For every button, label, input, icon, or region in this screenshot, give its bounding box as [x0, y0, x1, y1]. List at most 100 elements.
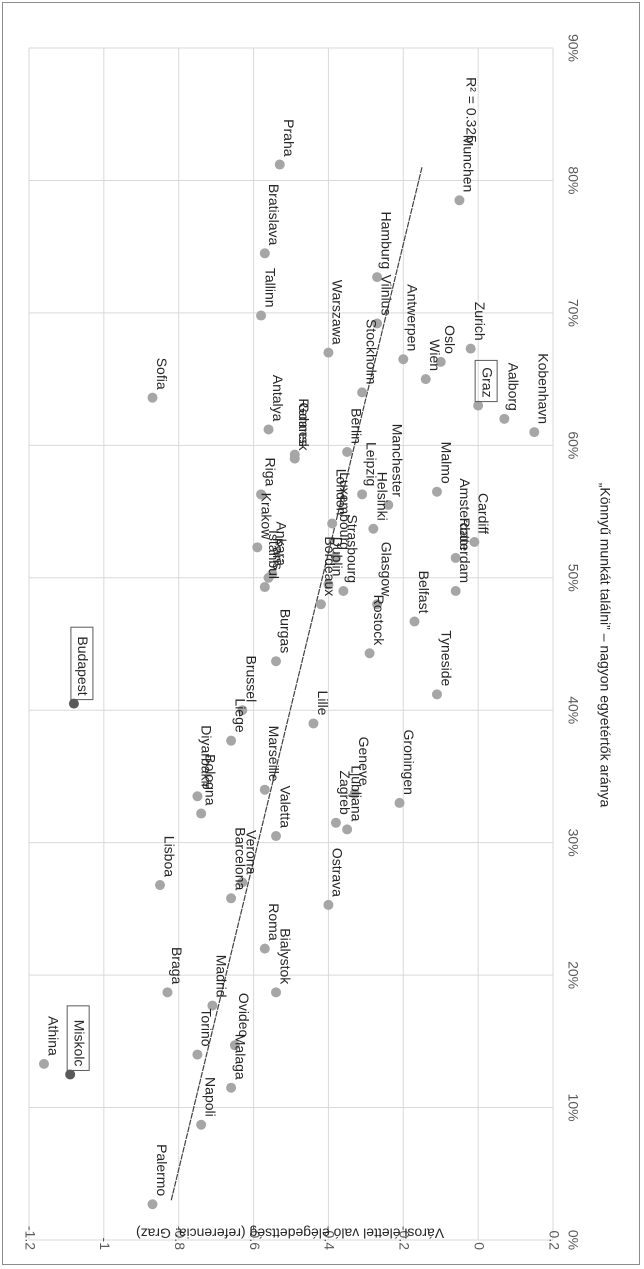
data-point-verona — [237, 877, 248, 888]
point-label-madrid: Madrid — [214, 955, 230, 998]
point-label-zurich: Zurich — [472, 302, 488, 341]
data-point-burgas — [271, 656, 282, 667]
point-label-brussel: Brussel — [244, 656, 260, 703]
data-point-dublin — [323, 579, 334, 590]
point-label-liege: Liege — [232, 698, 248, 732]
point-label-bratislava: Bratislava — [266, 184, 282, 246]
point-label-palermo: Palermo — [154, 1144, 170, 1196]
data-point-glasgow — [372, 599, 383, 610]
point-label-manchester: Manchester — [390, 424, 406, 497]
point-label-gdansk: Gdansk — [296, 402, 312, 451]
x-tick-label: 50% — [565, 564, 581, 592]
data-point-barcelona — [226, 893, 237, 904]
data-point-liege — [226, 735, 237, 746]
point-label-lille: Lille — [315, 691, 331, 716]
point-label-miskolc: Miskolc — [71, 1020, 87, 1067]
point-label-bologna: Bologna — [202, 754, 218, 806]
data-point-riga — [256, 489, 267, 500]
point-label-munchen: Munchen — [461, 135, 477, 193]
point-label-wien: Wien — [427, 339, 443, 371]
label-box — [70, 626, 94, 701]
point-label-riga: Riga — [262, 458, 278, 487]
x-axis-ticks: 0% 10% 20% 30% 40% 50% 60% 70% 80% 90% — [565, 34, 581, 1250]
x-tick-label: 60% — [565, 431, 581, 459]
label-box — [66, 1005, 90, 1071]
point-label-antwerpen: Antwerpen — [405, 284, 421, 351]
point-label-ovideo: Ovideo — [236, 993, 252, 1038]
point-label-rostock: Rostock — [371, 595, 387, 647]
data-point-praha — [274, 159, 285, 170]
data-point-oslo — [435, 356, 446, 367]
data-point-geneve — [349, 788, 360, 799]
point-label-glasgow: Glasgow — [378, 542, 394, 597]
point-label-stockholm: Stockholm — [363, 319, 379, 384]
point-label-barcelona: Barcelona — [232, 827, 248, 890]
y-tick-label: -0.2 — [397, 1226, 413, 1250]
data-point-london — [327, 518, 338, 529]
point-label-groningen: Groningen — [401, 730, 417, 795]
point-label-roma: Roma — [266, 903, 282, 941]
point-labels: Kobenhavn Aalborg Munchen Graz Zurich Cardiff… — [45, 119, 551, 1196]
point-label-bialystok: Bialystok — [277, 928, 293, 985]
data-point-ankara — [267, 568, 278, 579]
point-label-luxembourg: Luxembourg — [337, 472, 353, 550]
data-point-lille — [308, 718, 319, 729]
data-point-istanbul — [259, 582, 270, 593]
data-point-leipzig — [357, 489, 368, 500]
point-label-zagreb: Zagreb — [337, 770, 353, 815]
point-label-belfast: Belfast — [416, 571, 432, 614]
data-point-antalya — [263, 424, 274, 435]
point-label-malaga: Malaga — [232, 1034, 248, 1080]
data-point-athina — [38, 1058, 49, 1069]
point-label-vilnius: Vilnius — [378, 274, 394, 315]
y-tick-label: -0.8 — [172, 1226, 188, 1250]
y-tick-label: 0 — [471, 1242, 487, 1250]
point-label-leipzig: Leipzig — [363, 442, 379, 486]
data-point-kobenhavn — [529, 427, 540, 438]
data-point-luxembourg — [330, 552, 341, 563]
point-label-london: London — [333, 469, 349, 516]
data-point-tallinn — [256, 310, 267, 321]
point-label-aalborg: Aalborg — [506, 363, 522, 411]
point-label-strasbourg: Strasbourg — [345, 515, 361, 583]
y-tick-label: 0.2 — [546, 1231, 562, 1251]
point-label-hamburg: Hamburg — [378, 212, 394, 270]
point-label-ankara: Ankara — [274, 521, 290, 566]
point-label-torino: Torino — [199, 1008, 215, 1046]
y-axis-title: Városi élettel való elégedettség (refere… — [136, 1225, 444, 1241]
data-point-brussel — [237, 705, 248, 716]
data-point-palermo — [147, 1199, 158, 1210]
point-label-diyarbakir: Diyarbakir — [199, 725, 215, 788]
r-squared-label: R² = 0.325 — [463, 77, 479, 143]
y-axis-ticks: 0.2 0 -0.2 -0.4 -0.6 -0.8 -1 -1.2 — [22, 1226, 562, 1250]
point-label-paris: Paris — [270, 538, 286, 570]
data-point-berlin — [342, 446, 353, 457]
point-label-kobenhavn: Kobenhavn — [536, 353, 552, 424]
data-point-cardiff — [469, 537, 480, 548]
data-point-groningen — [394, 797, 405, 808]
point-label-krakow: Krakow — [259, 493, 275, 541]
data-point-valetta — [271, 831, 282, 842]
point-label-berlin: Berlin — [348, 408, 364, 444]
point-label-marseille: Marseille — [266, 726, 282, 782]
x-tick-label: 80% — [565, 166, 581, 194]
data-point-hamburg — [372, 272, 383, 283]
data-point-graz — [473, 400, 484, 411]
x-tick-label: 0% — [565, 1230, 581, 1250]
data-point-budapest — [68, 698, 79, 709]
point-label-burgas: Burgas — [277, 609, 293, 653]
point-label-verona: Verona — [244, 830, 260, 875]
data-point-bratislava — [259, 248, 270, 259]
x-tick-label: 40% — [565, 696, 581, 724]
x-tick-label: 10% — [565, 1094, 581, 1122]
data-point-ljubljana — [342, 824, 353, 835]
point-label-praha: Praha — [281, 119, 297, 157]
point-label-lisboa: Lisboa — [161, 836, 177, 877]
point-label-braga: Braga — [169, 947, 185, 985]
point-label-rotterdam: Rotterdam — [457, 518, 473, 583]
data-point-malmo — [431, 486, 442, 497]
data-point-stockholm — [357, 387, 368, 398]
point-label-geneve: Geneve — [356, 737, 372, 786]
data-point-antwerpen — [398, 354, 409, 365]
y-tick-label: -1.2 — [22, 1226, 38, 1250]
